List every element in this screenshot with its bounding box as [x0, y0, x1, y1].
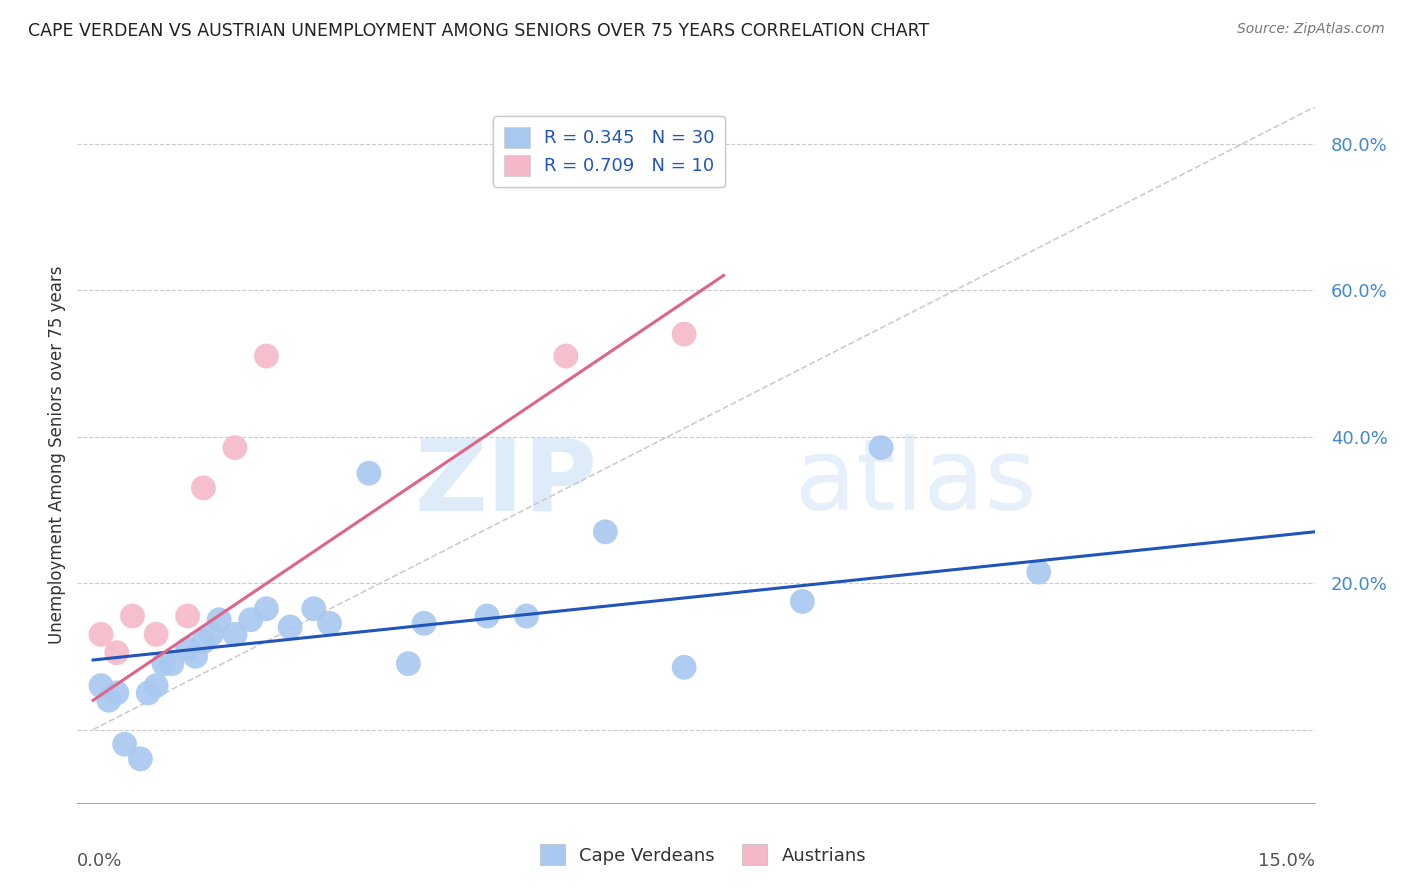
Legend: Cape Verdeans, Austrians: Cape Verdeans, Austrians	[530, 835, 876, 874]
Point	[475, 609, 498, 624]
Text: atlas: atlas	[794, 434, 1036, 532]
Point	[357, 467, 380, 481]
Point	[555, 349, 578, 363]
Point	[121, 609, 143, 624]
Point	[256, 349, 278, 363]
Y-axis label: Unemployment Among Seniors over 75 years: Unemployment Among Seniors over 75 years	[48, 266, 66, 644]
Point	[105, 646, 128, 660]
Point	[153, 657, 176, 671]
Point	[595, 524, 617, 539]
Point	[1028, 565, 1050, 579]
Point	[176, 609, 198, 624]
Point	[239, 613, 262, 627]
Point	[145, 627, 167, 641]
Point	[114, 737, 136, 751]
Point	[90, 679, 112, 693]
Point	[224, 441, 246, 455]
Point	[136, 686, 159, 700]
Point	[413, 616, 436, 631]
Point	[302, 601, 325, 615]
Text: 0.0%: 0.0%	[77, 852, 122, 870]
Point	[193, 481, 215, 495]
Point	[318, 616, 340, 631]
Legend: R = 0.345   N = 30, R = 0.709   N = 10: R = 0.345 N = 30, R = 0.709 N = 10	[494, 116, 725, 186]
Text: 15.0%: 15.0%	[1257, 852, 1315, 870]
Point	[90, 627, 112, 641]
Point	[145, 679, 167, 693]
Point	[208, 613, 231, 627]
Point	[224, 627, 246, 641]
Point	[673, 327, 696, 342]
Point	[105, 686, 128, 700]
Point	[396, 657, 419, 671]
Point	[160, 657, 183, 671]
Point	[792, 594, 814, 608]
Point	[870, 441, 893, 455]
Text: Source: ZipAtlas.com: Source: ZipAtlas.com	[1237, 22, 1385, 37]
Point	[176, 642, 198, 657]
Point	[129, 752, 152, 766]
Text: CAPE VERDEAN VS AUSTRIAN UNEMPLOYMENT AMONG SENIORS OVER 75 YEARS CORRELATION CH: CAPE VERDEAN VS AUSTRIAN UNEMPLOYMENT AM…	[28, 22, 929, 40]
Point	[97, 693, 120, 707]
Point	[200, 627, 222, 641]
Point	[515, 609, 537, 624]
Point	[673, 660, 696, 674]
Point	[256, 601, 278, 615]
Point	[184, 649, 207, 664]
Point	[193, 634, 215, 648]
Point	[278, 620, 301, 634]
Text: ZIP: ZIP	[415, 434, 598, 532]
